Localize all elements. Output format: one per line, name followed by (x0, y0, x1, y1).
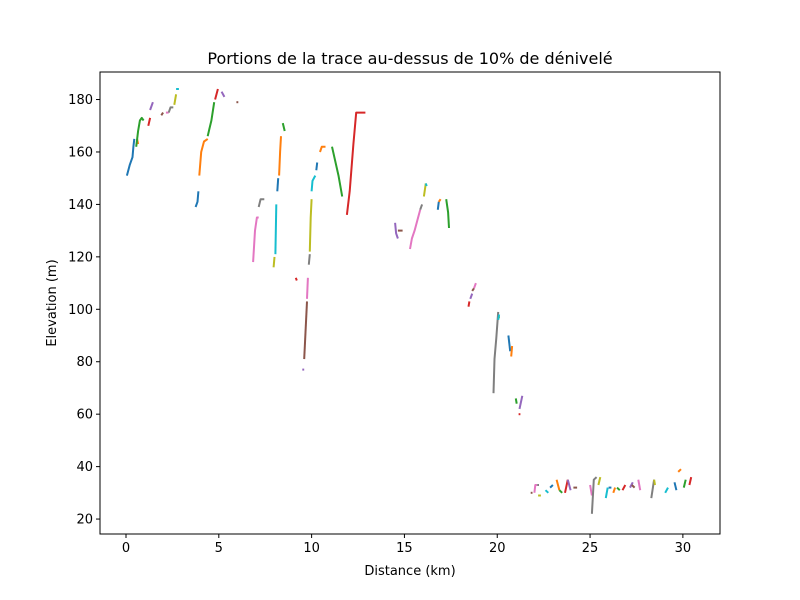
series-line-4 (149, 101, 154, 111)
y-tick-label: 40 (76, 460, 93, 475)
y-tick-label: 120 (68, 250, 93, 265)
series-line-23 (294, 277, 298, 281)
series-line-32 (331, 146, 344, 197)
series-line-39 (424, 183, 428, 187)
series-line-13 (214, 88, 219, 100)
x-tick-label: 30 (675, 541, 692, 556)
series-line-78 (653, 479, 656, 486)
series-line-2 (135, 116, 145, 147)
series-line-54 (518, 395, 524, 410)
series-line-44 (469, 293, 474, 300)
series-line-33 (345, 111, 366, 216)
series-line-41 (437, 198, 442, 203)
x-tick-label: 15 (396, 541, 413, 556)
series-line-0 (125, 138, 136, 176)
series-line-47 (492, 311, 500, 394)
series-line-12 (206, 102, 216, 137)
series-line-10 (194, 191, 200, 208)
series-line-26 (306, 277, 309, 299)
series-line-81 (677, 468, 682, 473)
series-line-59 (544, 489, 549, 494)
y-tick-label: 20 (76, 513, 93, 528)
series-line-45 (471, 287, 475, 292)
y-tick-label: 140 (68, 198, 93, 213)
y-axis-label: Elevation (m) (45, 259, 60, 346)
series-line-64 (566, 479, 572, 491)
series-layer (125, 88, 693, 514)
series-line-30 (315, 162, 319, 171)
y-tick-label: 160 (68, 145, 93, 160)
series-line-51 (510, 345, 514, 357)
series-line-75 (631, 484, 636, 489)
plot-frame (99, 71, 721, 535)
series-line-74 (629, 481, 634, 489)
series-line-36 (409, 209, 422, 250)
y-tick-label: 60 (76, 408, 93, 423)
chart-title: Portions de la trace au-dessus de 10% de… (207, 49, 612, 68)
series-line-40 (436, 201, 440, 210)
series-line-72 (616, 486, 621, 491)
x-tick-label: 20 (489, 541, 506, 556)
series-line-46 (473, 282, 477, 289)
series-line-83 (688, 476, 693, 486)
series-line-11 (198, 138, 209, 176)
series-line-14 (220, 91, 226, 98)
series-line-69 (604, 487, 609, 499)
series-line-80 (673, 482, 678, 491)
x-tick-label: 25 (582, 541, 599, 556)
series-line-67 (590, 476, 598, 514)
series-line-42 (445, 199, 450, 229)
series-line-60 (549, 484, 554, 489)
series-line-31 (319, 145, 326, 153)
series-line-7 (167, 106, 174, 113)
y-tick-label: 100 (68, 303, 93, 318)
series-line-19 (274, 204, 278, 255)
series-line-20 (276, 178, 280, 192)
x-tick-label: 5 (215, 541, 223, 556)
series-line-49 (497, 314, 501, 320)
series-line-79 (664, 487, 669, 494)
series-line-61 (555, 479, 561, 491)
series-line-68 (597, 476, 602, 486)
series-line-66 (589, 484, 593, 496)
series-line-71 (612, 487, 617, 494)
series-line-27 (307, 254, 311, 265)
x-tick-label: 0 (122, 541, 130, 556)
y-axis: 20 40 60 80 100 120 140 160 180 (68, 93, 100, 528)
x-axis: 0 5 10 15 20 25 30 (122, 534, 691, 556)
series-line-8 (173, 94, 178, 105)
series-line-76 (637, 479, 642, 491)
series-line-62 (558, 489, 563, 494)
series-line-21 (278, 136, 282, 176)
y-tick-label: 80 (76, 355, 93, 370)
series-line-50 (507, 335, 512, 352)
series-line-56 (533, 484, 538, 493)
series-line-18 (272, 256, 276, 268)
series-line-5 (160, 112, 164, 116)
series-line-22 (281, 122, 286, 132)
series-line-28 (308, 199, 313, 252)
series-line-29 (310, 175, 317, 192)
y-tick-label: 180 (68, 93, 93, 108)
series-line-17 (257, 198, 265, 208)
series-line-37 (419, 204, 424, 211)
series-line-52 (514, 398, 518, 404)
series-line-63 (564, 479, 569, 494)
series-line-82 (682, 479, 687, 488)
series-line-43 (467, 301, 471, 307)
series-line-3 (147, 117, 152, 127)
x-axis-label: Distance (km) (364, 564, 455, 579)
x-tick-label: 10 (303, 541, 320, 556)
series-line-73 (621, 484, 627, 491)
series-line-34 (394, 222, 399, 239)
series-line-25 (303, 301, 308, 360)
series-line-16 (252, 216, 259, 263)
